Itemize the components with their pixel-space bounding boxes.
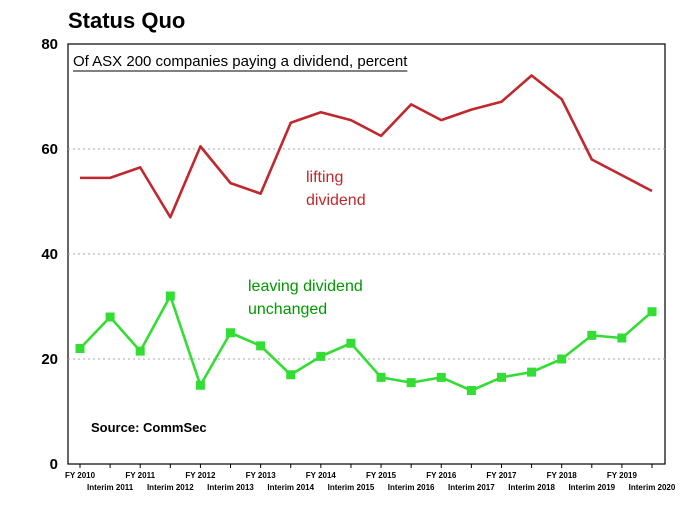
data-point (135, 346, 145, 356)
y-tick-label: 20 (41, 351, 58, 368)
x-tick-label: FY 2012 (185, 471, 216, 480)
y-axis: 0 20 40 60 80 (41, 36, 58, 473)
series-label-lifting-line1: lifting (306, 169, 343, 186)
data-point (587, 330, 597, 340)
x-tick-label: Interim 2016 (388, 483, 435, 492)
data-point (316, 351, 326, 361)
series-label-unchanged-line1: leaving dividend (248, 278, 363, 295)
series-line (79, 294, 653, 392)
x-tick-label: FY 2019 (607, 471, 638, 480)
x-tick-label: FY 2018 (547, 471, 578, 480)
chart-title: Status Quo (68, 8, 185, 33)
x-tick-label: FY 2016 (426, 471, 457, 480)
x-tick-label: Interim 2019 (568, 483, 615, 492)
plot-area (67, 43, 666, 465)
data-point (376, 372, 386, 382)
series-lifting-dividend (80, 74, 653, 219)
x-tick-label: Interim 2012 (147, 483, 194, 492)
data-point (286, 370, 296, 380)
data-point (527, 367, 537, 377)
data-point (617, 333, 627, 343)
data-point (466, 386, 476, 395)
series-label-unchanged-line2: unchanged (248, 301, 327, 318)
x-tick-label: FY 2013 (246, 471, 277, 480)
source-note: Source: CommSec (91, 420, 207, 435)
x-tick-label: FY 2011 (125, 471, 155, 480)
x-tick-label: Interim 2018 (508, 483, 555, 492)
data-point (406, 378, 416, 388)
x-tick-label: FY 2015 (366, 471, 397, 480)
series-line (80, 74, 653, 219)
x-tick-label: Interim 2017 (448, 483, 495, 492)
data-point (105, 312, 115, 322)
data-point (165, 291, 175, 301)
y-tick-label: 60 (41, 141, 58, 158)
data-point (75, 344, 85, 353)
data-point (496, 372, 506, 382)
data-point (436, 372, 446, 382)
x-tick-label: Interim 2015 (328, 483, 375, 492)
series-label-lifting-line2: dividend (306, 192, 366, 209)
x-axis: FY 2010 Interim 2011 FY 2011 Interim 2012 FY… (65, 464, 676, 492)
series-layer (75, 74, 657, 395)
x-tick-label: Interim 2020 (629, 483, 676, 492)
data-point (195, 380, 205, 390)
x-tick-label: Interim 2013 (207, 483, 254, 492)
x-tick-label: Interim 2014 (267, 483, 314, 492)
data-point (256, 341, 266, 351)
y-tick-label: 80 (41, 36, 58, 53)
x-tick-label: FY 2014 (306, 471, 337, 480)
series-leaving-dividend-unchanged (75, 291, 657, 395)
chart-subtitle: Of ASX 200 companies paying a dividend, … (73, 53, 408, 70)
y-tick-label: 0 (50, 456, 58, 473)
x-tick-label: Interim 2011 (87, 483, 134, 492)
data-point (647, 307, 657, 317)
x-tick-label: FY 2010 (65, 471, 96, 480)
y-tick-label: 40 (41, 246, 58, 263)
x-tick-label: FY 2017 (486, 471, 517, 480)
data-point (226, 328, 236, 338)
data-point (557, 354, 567, 364)
data-point (346, 338, 356, 348)
